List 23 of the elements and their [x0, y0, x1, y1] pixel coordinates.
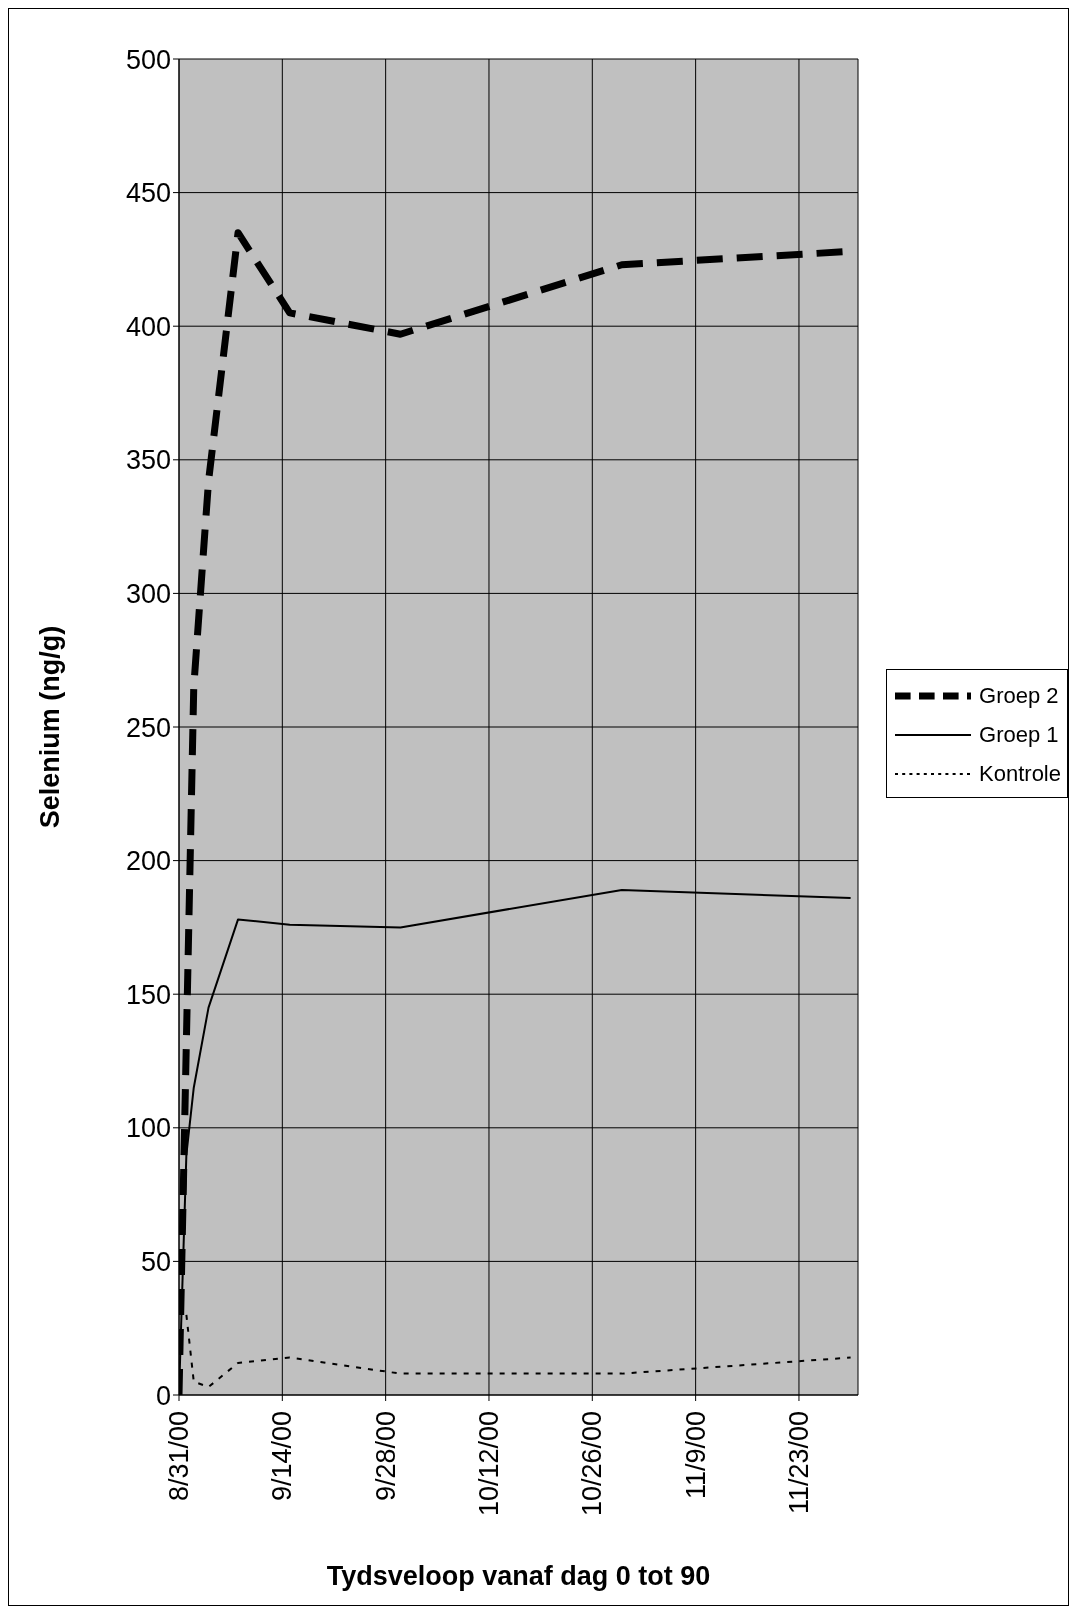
x-tick-label: 11/23/00 [783, 1411, 814, 1515]
x-tick-label: 9/14/00 [267, 1411, 298, 1502]
y-tick-label: 0 [155, 1380, 171, 1411]
x-tick-label: 10/26/00 [577, 1411, 608, 1517]
y-tick-label: 500 [125, 44, 171, 75]
y-tick-label: 400 [125, 311, 171, 342]
legend-label: Kontrole [979, 760, 1061, 787]
y-tick-label: 150 [125, 979, 171, 1010]
x-tick-label: 11/9/00 [680, 1411, 711, 1500]
y-tick-label: 50 [140, 1246, 171, 1277]
y-tick-label: 250 [125, 712, 171, 743]
y-tick-label: 300 [125, 578, 171, 609]
y-tick-label: 100 [125, 1113, 171, 1144]
x-tick-label: 9/28/00 [370, 1411, 401, 1502]
x-tick-label: 8/31/00 [164, 1411, 194, 1502]
x-axis-title: Tydsveloop vanaf dag 0 tot 90 [326, 1561, 711, 1591]
legend-label: Groep 2 [979, 682, 1059, 709]
y-tick-label: 200 [125, 846, 171, 877]
y-tick-label: 350 [125, 445, 171, 476]
y-tick-label: 450 [125, 178, 171, 209]
y-axis-title: Selenium (ng/g) [34, 625, 65, 829]
x-tick-label: 10/12/00 [473, 1411, 504, 1517]
legend-label: Groep 1 [979, 721, 1059, 748]
